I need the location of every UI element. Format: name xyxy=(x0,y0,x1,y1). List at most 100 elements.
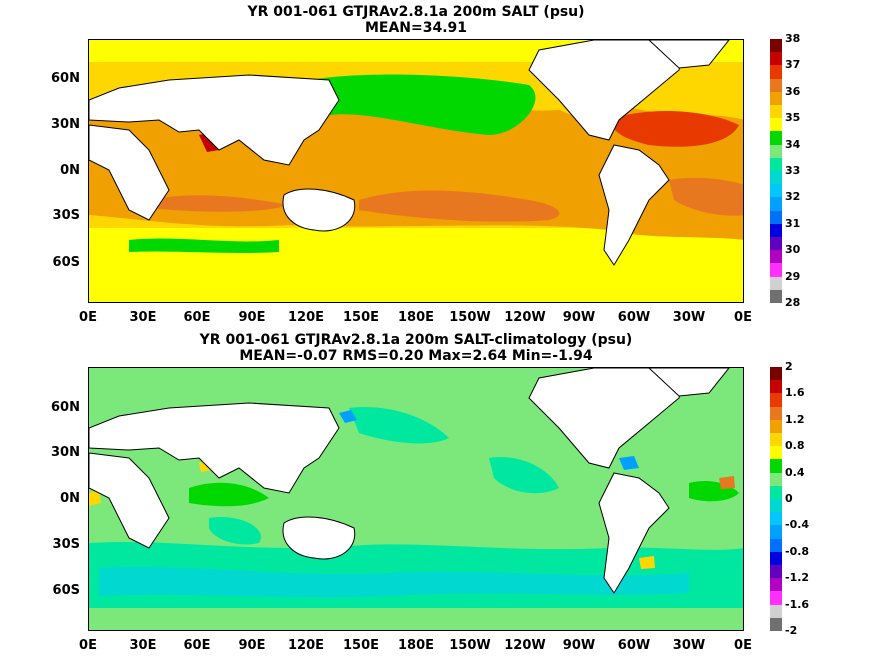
colorbar-tick-label: -1.6 xyxy=(785,597,810,611)
panel2-map xyxy=(88,367,744,631)
lat-label-30s: 30S xyxy=(52,208,80,223)
colorbar-tick-label: -2 xyxy=(785,624,798,637)
colorbar-tick-label: 0.4 xyxy=(785,465,805,479)
colorbar-swatch xyxy=(770,472,782,487)
lon-label: 60W xyxy=(617,638,651,653)
lon-label: 150W xyxy=(449,310,491,325)
colorbar-swatch xyxy=(770,131,782,146)
colorbar-swatch xyxy=(770,591,782,606)
colorbar-swatch xyxy=(770,433,782,447)
lat-label-60s: 60S xyxy=(52,255,80,270)
lat-label-60n: 60N xyxy=(51,71,80,86)
colorbar-swatch xyxy=(770,197,782,212)
lon-label: 30E xyxy=(129,638,157,653)
lon-label: 90E xyxy=(238,310,266,325)
lat-label-60n: 60N xyxy=(51,400,80,415)
colorbar-swatch xyxy=(770,565,782,579)
lon-label: 120W xyxy=(504,310,546,325)
panel1-map xyxy=(88,39,744,303)
colorbar-tick-label: -1.2 xyxy=(785,571,810,585)
lon-label: 30W xyxy=(672,310,706,325)
panel1-title: YR 001-061 GTJRAv2.8.1a 200m SALT (psu) xyxy=(247,4,585,20)
lon-label: 150E xyxy=(342,638,380,653)
colorbar-swatch xyxy=(770,52,782,66)
lat-label-0n: 0N xyxy=(60,491,80,506)
colorbar-swatch xyxy=(770,144,782,159)
colorbar-swatch xyxy=(770,78,782,93)
colorbar-swatch xyxy=(770,39,782,53)
colorbar-tick-label: 0.8 xyxy=(785,439,805,453)
lon-label: 0E xyxy=(734,638,752,653)
lon-label: 90W xyxy=(562,638,596,653)
lon-label: 30E xyxy=(129,310,157,325)
colorbar-swatch xyxy=(770,105,782,119)
colorbar-tick-label: 32 xyxy=(785,190,801,204)
lon-label: 60E xyxy=(183,638,211,653)
colorbar-tick-label: 29 xyxy=(785,269,801,283)
lon-label: 30W xyxy=(672,638,706,653)
colorbar-swatch xyxy=(770,538,782,553)
colorbar-swatch xyxy=(770,210,782,225)
panel2-title: YR 001-061 GTJRAv2.8.1a 200m SALT-climat… xyxy=(199,332,633,348)
lon-label: 150E xyxy=(342,310,380,325)
lat-label-60s: 60S xyxy=(52,583,80,598)
colorbar-swatch xyxy=(770,485,782,500)
colorbar-tick-label: 0 xyxy=(785,492,793,505)
lon-label: 180E xyxy=(397,310,435,325)
lon-label: 0E xyxy=(734,310,752,325)
lat-label-30s: 30S xyxy=(52,537,80,552)
panel2-colorbar xyxy=(770,367,782,632)
colorbar-tick-label: 37 xyxy=(785,58,801,72)
panel1-subtitle: MEAN=34.91 xyxy=(364,20,468,36)
colorbar-tick-label: 1.2 xyxy=(785,412,805,426)
panel2-salinity-difference-field xyxy=(89,368,743,630)
colorbar-tick-label: 31 xyxy=(785,216,801,230)
colorbar-tick-label: 34 xyxy=(785,137,801,151)
colorbar-swatch xyxy=(770,367,782,381)
colorbar-swatch xyxy=(770,406,782,421)
colorbar-swatch xyxy=(770,419,782,434)
colorbar-swatch xyxy=(770,250,782,264)
panel1-colorbar xyxy=(770,39,782,304)
colorbar-swatch xyxy=(770,223,782,238)
colorbar-swatch xyxy=(770,617,782,632)
colorbar-tick-label: 30 xyxy=(785,243,801,257)
colorbar-tick-label: 33 xyxy=(785,164,801,177)
colorbar-tick-label: -0.8 xyxy=(785,544,810,558)
colorbar-swatch xyxy=(770,289,782,304)
colorbar-tick-label: 1.6 xyxy=(785,386,805,400)
colorbar-swatch xyxy=(770,446,782,460)
colorbar-swatch xyxy=(770,118,782,132)
colorbar-swatch xyxy=(770,525,782,540)
colorbar-swatch xyxy=(770,459,782,474)
lon-label: 150W xyxy=(449,638,491,653)
colorbar-swatch xyxy=(770,184,782,198)
colorbar-swatch xyxy=(770,512,782,526)
colorbar-swatch xyxy=(770,91,782,106)
colorbar-tick-label: 36 xyxy=(785,84,801,98)
panel2-subtitle: MEAN=-0.07 RMS=0.20 Max=2.64 Min=-1.94 xyxy=(239,348,593,364)
colorbar-tick-label: 28 xyxy=(785,296,801,309)
colorbar-swatch xyxy=(770,578,782,592)
lon-label: 0E xyxy=(79,638,97,653)
colorbar-swatch xyxy=(770,551,782,566)
panel1-salinity-field xyxy=(89,40,743,302)
colorbar-swatch xyxy=(770,171,782,185)
colorbar-tick-label: 35 xyxy=(785,111,801,125)
colorbar-swatch xyxy=(770,604,782,619)
colorbar-tick-label: 2 xyxy=(785,360,793,373)
colorbar-swatch xyxy=(770,237,782,251)
lon-label: 90E xyxy=(238,638,266,653)
colorbar-tick-label: 38 xyxy=(785,32,801,45)
colorbar-tick-label: -0.4 xyxy=(785,518,810,532)
lon-label: 180E xyxy=(397,638,435,653)
colorbar-swatch xyxy=(770,276,782,291)
lat-label-30n: 30N xyxy=(51,445,80,460)
lat-label-0n: 0N xyxy=(60,163,80,178)
colorbar-swatch xyxy=(770,263,782,278)
lon-label: 120E xyxy=(287,638,325,653)
colorbar-swatch xyxy=(770,157,782,172)
lon-label: 60W xyxy=(617,310,651,325)
lon-label: 120W xyxy=(504,638,546,653)
colorbar-swatch xyxy=(770,380,782,394)
